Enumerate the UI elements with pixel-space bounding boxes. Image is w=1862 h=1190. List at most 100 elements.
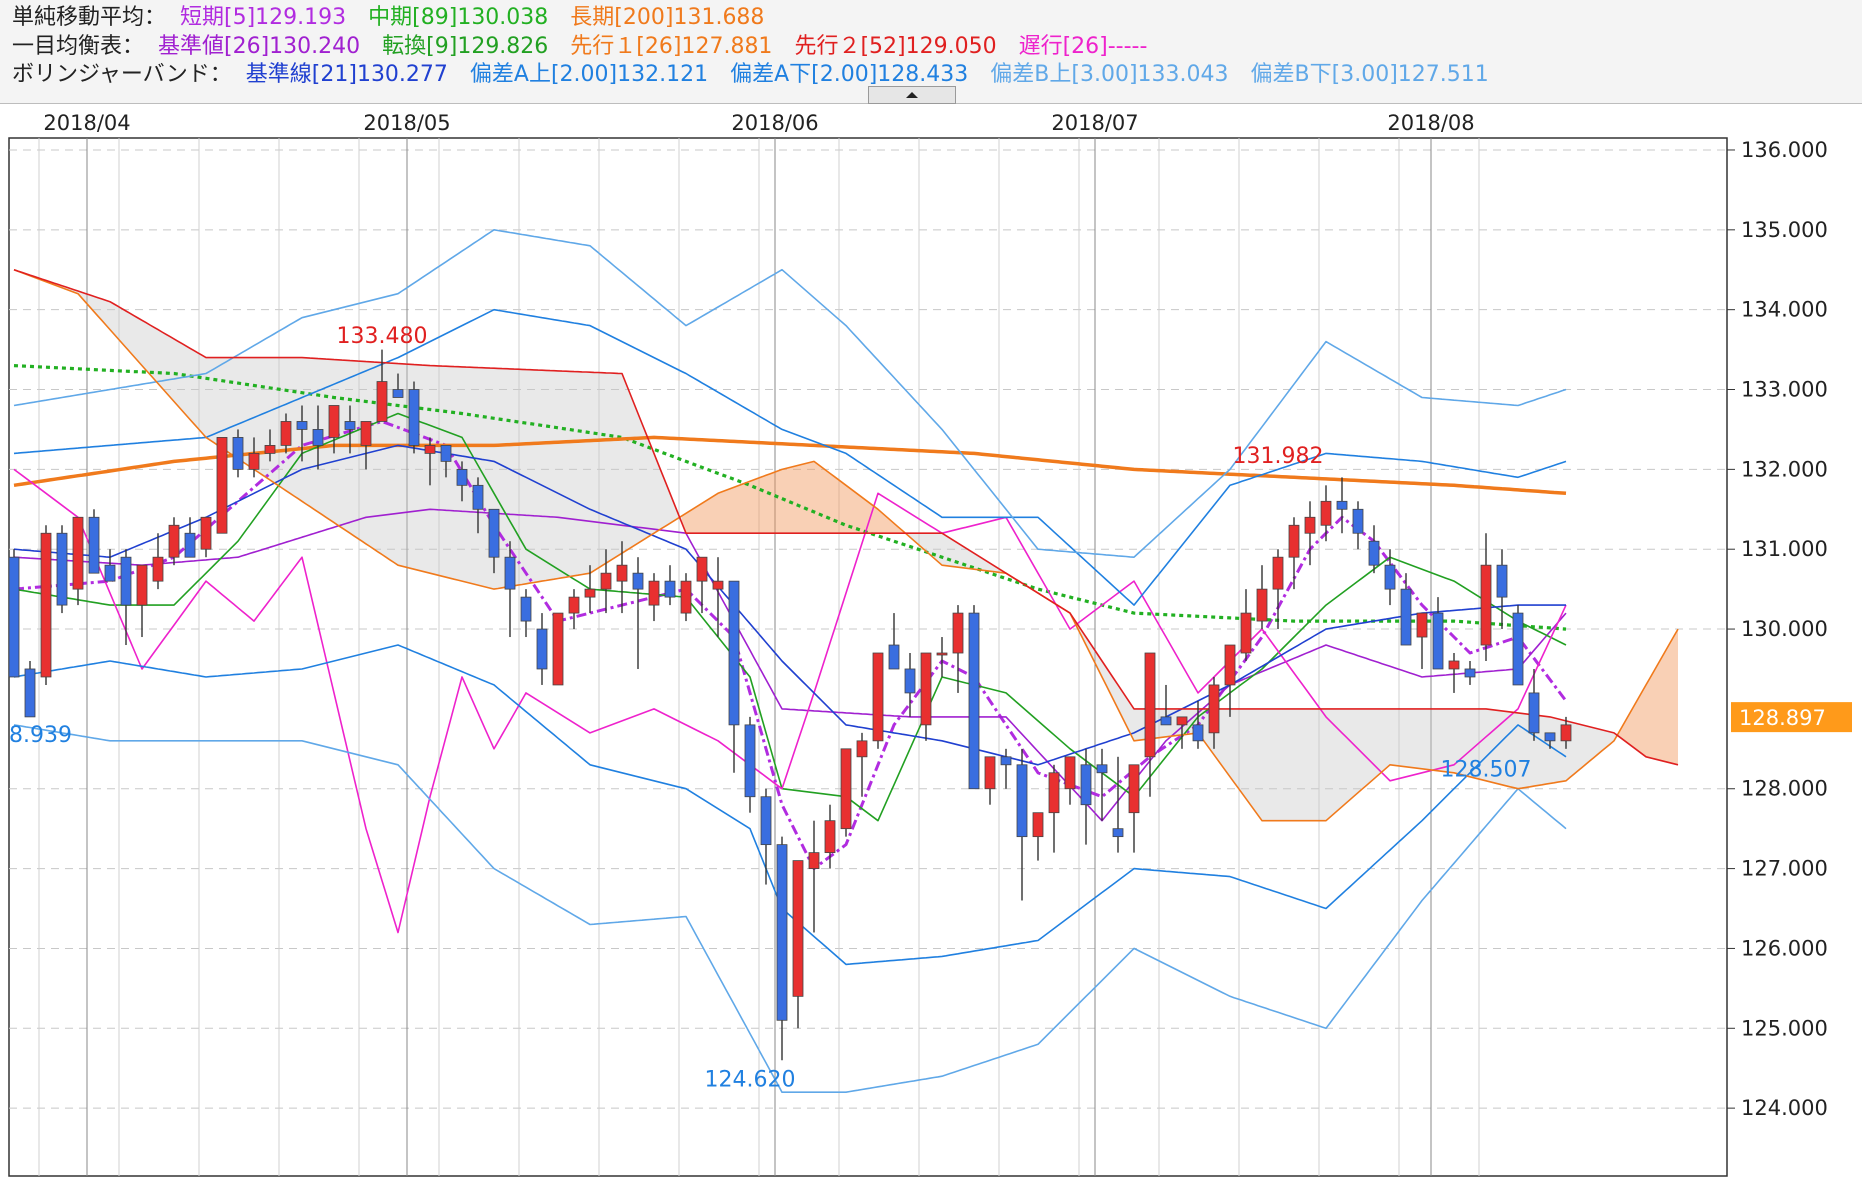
candle <box>904 653 916 717</box>
candle-body <box>1416 612 1428 638</box>
candle <box>600 549 612 614</box>
candle-body <box>360 421 372 446</box>
candle <box>24 660 36 718</box>
price-chart[interactable]: 133.480 124.620 131.982 128.507 8.939 2018/0… <box>0 104 1862 1186</box>
ichimoku-tenkan: 転換[9]129.826 <box>382 34 549 59</box>
candle <box>1192 700 1204 749</box>
y-axis-label: 135.000 <box>1741 218 1828 242</box>
candle-body <box>440 445 452 462</box>
candle-body <box>888 644 900 670</box>
candle-body <box>1208 684 1220 734</box>
candle-body <box>56 532 68 606</box>
candle-body <box>1480 564 1492 646</box>
candle <box>744 716 756 813</box>
legend-row-sma: 単純移動平均： 短期[5]129.193 中期[89]130.038 長期[200]1… <box>12 4 786 32</box>
candle-body <box>376 381 388 422</box>
candle <box>952 605 964 693</box>
candle-body <box>424 445 436 454</box>
candle <box>632 557 644 669</box>
candle-body <box>1192 724 1204 742</box>
candle <box>472 477 484 534</box>
candle <box>1448 653 1460 693</box>
candle <box>408 381 420 454</box>
series-line <box>13 412 1567 822</box>
candle <box>456 461 468 502</box>
candle-body <box>984 756 996 790</box>
candle <box>72 516 84 606</box>
candle <box>1560 716 1572 749</box>
candle <box>1528 668 1540 741</box>
candle-body <box>872 652 884 742</box>
candle <box>152 533 164 590</box>
candle-body <box>1016 764 1028 838</box>
collapse-legend-button[interactable] <box>868 86 956 104</box>
candle <box>104 549 116 582</box>
candle <box>584 565 596 614</box>
candle <box>376 349 388 422</box>
candle <box>1544 732 1556 749</box>
candle-body <box>600 572 612 590</box>
candle <box>872 652 884 749</box>
candle <box>344 405 356 454</box>
indicator-lines <box>13 229 1679 1093</box>
candle <box>136 564 148 638</box>
candle-body <box>616 564 628 582</box>
series-line <box>13 420 1568 871</box>
candle-body <box>296 421 308 430</box>
sma-label: 単純移動平均： <box>12 5 167 30</box>
candle-body <box>920 652 932 726</box>
candle <box>536 613 548 685</box>
candle <box>984 756 996 805</box>
candle-body <box>1384 564 1396 590</box>
candle-body <box>104 564 116 582</box>
price-annotations: 133.480 124.620 131.982 128.507 8.939 <box>9 324 1531 1092</box>
candle-body <box>968 612 980 790</box>
candle-body <box>1304 516 1316 534</box>
candle-body <box>136 564 148 606</box>
candle-body <box>760 796 772 846</box>
chart-area[interactable]: 133.480 124.620 131.982 128.507 8.939 2018/0… <box>0 104 1862 1186</box>
series-line <box>13 644 1567 966</box>
ichimoku-label: 一目均衡表： <box>12 34 145 59</box>
candle-body <box>264 445 276 454</box>
candle-body <box>1352 508 1364 534</box>
annotation-label: 128.507 <box>1441 757 1532 782</box>
candle-body <box>808 852 820 869</box>
candle <box>1464 660 1476 685</box>
candle-body <box>824 820 836 854</box>
y-axis-label: 126.000 <box>1741 936 1828 960</box>
candle-body <box>8 556 20 678</box>
candle-body <box>952 612 964 654</box>
candle <box>1416 612 1428 669</box>
candle <box>88 509 100 574</box>
bollinger-a-up: 偏差A上[2.00]132.121 <box>469 62 709 87</box>
candle <box>1288 517 1300 590</box>
current-price-label: 128.897 <box>1739 706 1826 730</box>
candle-body <box>456 468 468 486</box>
candle-body <box>1560 724 1572 742</box>
candle-body <box>1240 612 1252 654</box>
candle-body <box>568 596 580 614</box>
candle <box>968 605 980 790</box>
candle-body <box>72 516 84 590</box>
candle <box>936 637 948 677</box>
candle <box>8 549 20 678</box>
candle <box>1208 676 1220 749</box>
candle-body <box>1448 660 1460 670</box>
candle-body <box>1528 692 1540 734</box>
candle-body <box>840 748 852 830</box>
candle <box>648 573 660 622</box>
series-line <box>13 268 1679 822</box>
candle <box>280 413 292 454</box>
candle <box>216 437 228 534</box>
candle-body <box>88 516 100 574</box>
sma-long: 長期[200]131.688 <box>570 5 765 30</box>
series-line <box>13 308 1567 606</box>
candle-body <box>1064 756 1076 790</box>
candle-body <box>168 524 180 558</box>
annotation-label: 133.480 <box>337 324 428 349</box>
candle <box>248 437 260 478</box>
candle-body <box>328 405 340 438</box>
candle-body <box>1320 500 1332 526</box>
candle-body <box>1432 612 1444 670</box>
